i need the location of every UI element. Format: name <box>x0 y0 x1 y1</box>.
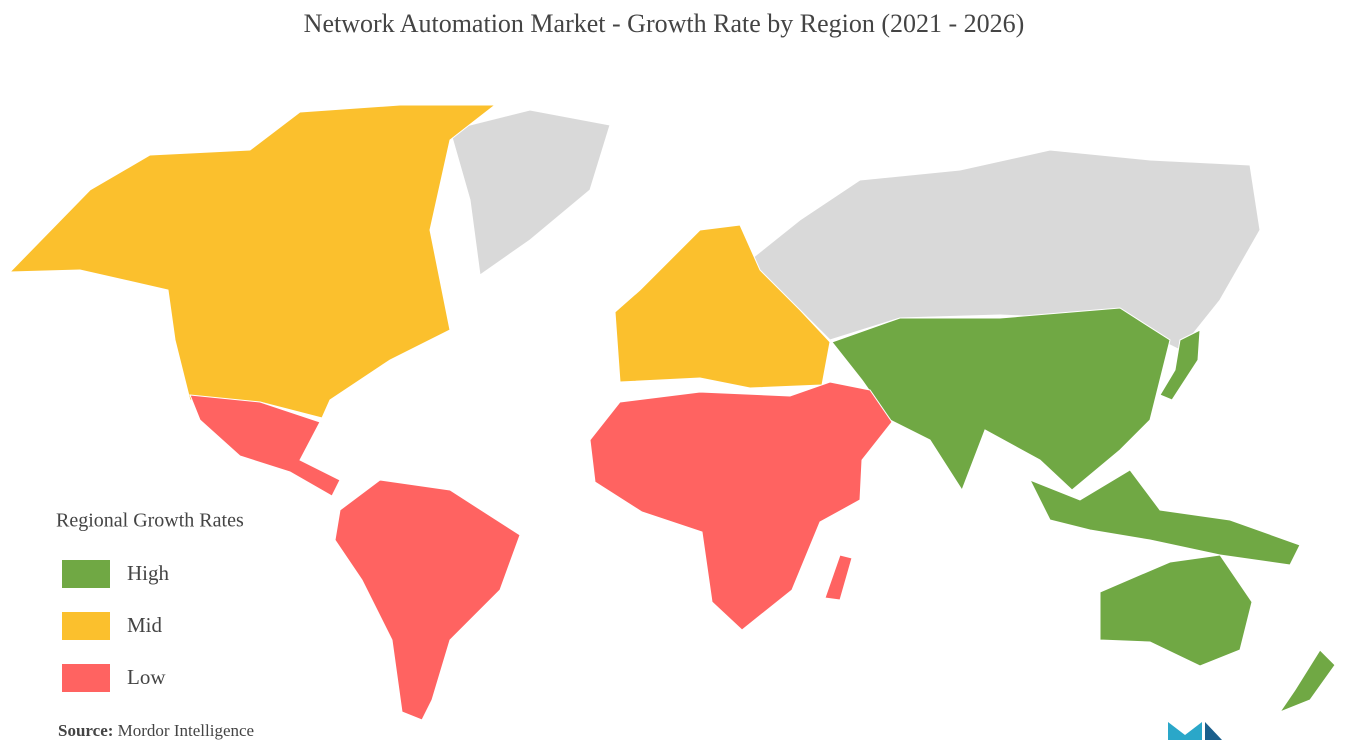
legend-swatch <box>62 664 110 692</box>
central-america <box>189 394 341 497</box>
legend-title: Regional Growth Rates <box>56 510 244 532</box>
japan <box>1159 329 1201 401</box>
legend-swatch <box>62 560 110 588</box>
greenland <box>449 109 611 276</box>
legend-label: Low <box>127 665 166 689</box>
north-america <box>8 104 497 419</box>
australia <box>1099 554 1253 667</box>
new-zealand <box>1278 649 1336 714</box>
source-label: Source: <box>58 721 113 740</box>
source: Source: Mordor Intelligence <box>58 721 254 740</box>
legend: Regional Growth Rates High Mid Low <box>56 510 244 692</box>
logo <box>1168 722 1222 740</box>
legend-label: High <box>127 561 170 585</box>
legend-swatch <box>62 612 110 640</box>
russia <box>749 149 1261 351</box>
source-text: Mordor Intelligence <box>118 721 254 740</box>
legend-label: Mid <box>127 613 163 637</box>
madagascar <box>824 554 853 601</box>
europe <box>614 224 831 389</box>
title: Network Automation Market - Growth Rate … <box>304 9 1025 38</box>
southeast-asia-islands <box>1028 469 1301 566</box>
south-america <box>334 479 521 721</box>
asia <box>831 307 1171 492</box>
africa-middle-east <box>589 381 893 631</box>
world-map <box>8 104 1336 721</box>
